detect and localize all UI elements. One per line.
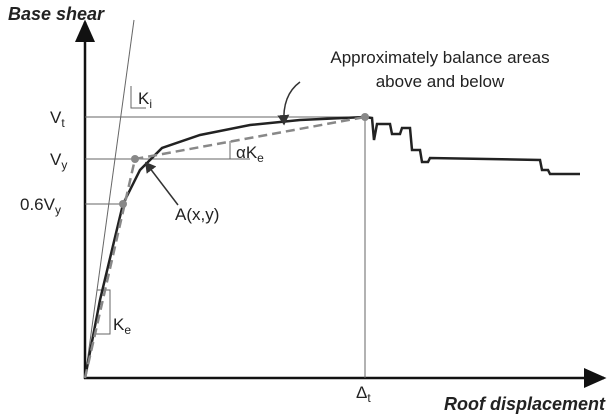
level-label: Vt <box>50 108 65 130</box>
annotation-arrow <box>277 81 301 126</box>
label-main: αK <box>236 143 258 162</box>
target-label: Δt <box>356 383 371 405</box>
label-sub: e <box>124 323 131 337</box>
stiffness-label: Ke <box>113 315 131 337</box>
label-main: K <box>138 89 150 108</box>
label-main: K <box>113 315 125 334</box>
x-axis-title: Roof displacement <box>444 394 606 414</box>
label-sub: y <box>61 158 67 172</box>
label-sub: y <box>55 203 61 217</box>
label-sub: i <box>149 97 152 111</box>
label-sub: e <box>257 151 264 165</box>
reference-lines <box>84 19 366 379</box>
points <box>119 113 369 208</box>
label-main: Δ <box>356 383 367 402</box>
bilinear-idealization <box>83 115 366 379</box>
label-main: 0.6V <box>20 195 56 214</box>
stiffness-label: αKe <box>236 143 264 165</box>
level-label: 0.6Vy <box>20 195 61 217</box>
label-sub: t <box>61 116 65 130</box>
label-main: V <box>50 150 62 169</box>
capacity-curve <box>83 115 580 379</box>
point-label: A(x,y) <box>175 205 219 224</box>
stiffness-label: Ki <box>138 89 152 111</box>
level-label: Vy <box>50 150 67 172</box>
annotation: above and below <box>376 72 505 91</box>
y-axis-title: Base shear <box>8 4 105 24</box>
label-sub: t <box>367 391 371 405</box>
label-main: V <box>50 108 62 127</box>
point-arrow <box>145 161 179 206</box>
annotation: Approximately balance areas <box>330 48 549 67</box>
